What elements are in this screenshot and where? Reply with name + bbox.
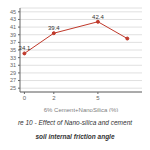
svg-text:39.4: 39.4 bbox=[48, 25, 60, 31]
svg-text:6% Cement+NanoSilica (%): 6% Cement+NanoSilica (%) bbox=[44, 107, 119, 112]
svg-text:29: 29 bbox=[10, 70, 16, 76]
svg-text:45: 45 bbox=[10, 9, 16, 15]
svg-text:34.1: 34.1 bbox=[19, 45, 31, 51]
svg-text:43: 43 bbox=[10, 16, 16, 22]
svg-text:27: 27 bbox=[10, 77, 16, 83]
svg-text:0: 0 bbox=[23, 95, 27, 101]
html-text:soil internal friction angle: soil internal friction angle bbox=[35, 133, 115, 140]
svg-text:31: 31 bbox=[10, 62, 16, 68]
svg-text:25: 25 bbox=[10, 85, 16, 91]
svg-text:35: 35 bbox=[10, 47, 16, 53]
svg-text:33: 33 bbox=[10, 55, 16, 61]
svg-text:42.4: 42.4 bbox=[92, 14, 104, 20]
svg-text:5: 5 bbox=[96, 95, 100, 101]
html-text:re 10 - Effect of Nano-silica: re 10 - Effect of Nano-silica and cement bbox=[17, 119, 133, 126]
svg-text:39: 39 bbox=[10, 32, 16, 38]
svg-text:37: 37 bbox=[10, 39, 16, 45]
svg-text:2: 2 bbox=[52, 95, 56, 101]
svg-text:41: 41 bbox=[10, 24, 16, 30]
